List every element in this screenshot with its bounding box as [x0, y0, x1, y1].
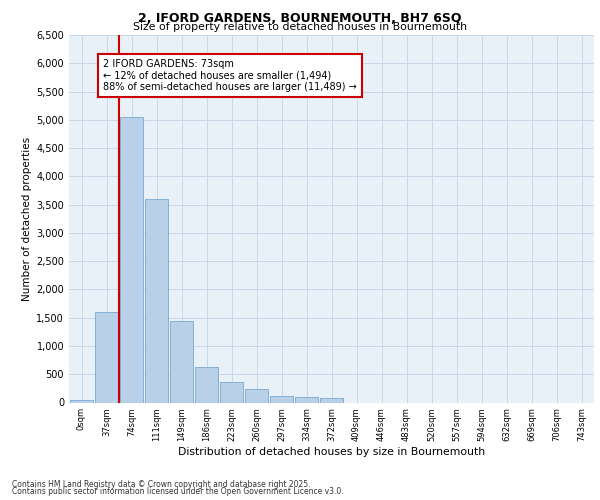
X-axis label: Distribution of detached houses by size in Bournemouth: Distribution of detached houses by size …	[178, 447, 485, 457]
Bar	[120, 117, 143, 403]
Bar	[245, 390, 268, 402]
Text: Size of property relative to detached houses in Bournemouth: Size of property relative to detached ho…	[133, 22, 467, 32]
Bar	[170, 320, 193, 402]
Bar	[145, 199, 168, 402]
Text: 2, IFORD GARDENS, BOURNEMOUTH, BH7 6SQ: 2, IFORD GARDENS, BOURNEMOUTH, BH7 6SQ	[138, 12, 462, 26]
Bar	[295, 397, 318, 402]
Bar	[320, 398, 343, 402]
Bar	[220, 382, 243, 402]
Y-axis label: Number of detached properties: Number of detached properties	[22, 136, 32, 301]
Text: Contains public sector information licensed under the Open Government Licence v3: Contains public sector information licen…	[12, 487, 344, 496]
Text: 2 IFORD GARDENS: 73sqm
← 12% of detached houses are smaller (1,494)
88% of semi-: 2 IFORD GARDENS: 73sqm ← 12% of detached…	[103, 59, 357, 92]
Bar	[95, 312, 118, 402]
Bar	[195, 368, 218, 402]
Text: Contains HM Land Registry data © Crown copyright and database right 2025.: Contains HM Land Registry data © Crown c…	[12, 480, 311, 489]
Bar	[70, 400, 93, 402]
Bar	[270, 396, 293, 402]
